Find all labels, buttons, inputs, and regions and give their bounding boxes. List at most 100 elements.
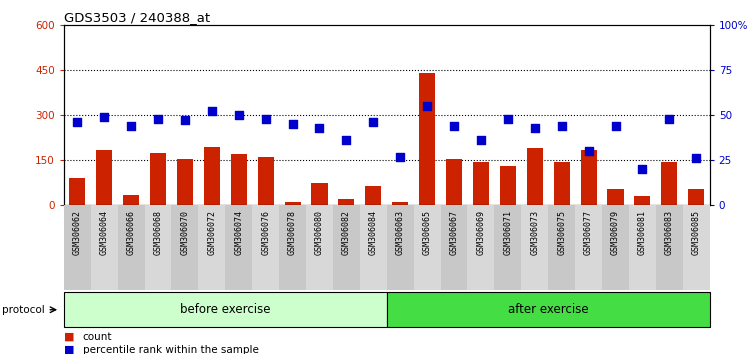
Point (287, 121, 299, 127)
Point (529, 125, 541, 131)
Text: GSM306079: GSM306079 (611, 210, 620, 255)
Bar (553, 162, 570, 205)
Point (179, 118, 191, 123)
Bar (441, 205, 467, 290)
Bar (392, 202, 409, 205)
Bar (333, 205, 360, 290)
Text: GSM306066: GSM306066 (127, 210, 136, 255)
Bar (635, 196, 650, 205)
Bar (150, 153, 166, 205)
Bar (608, 189, 623, 205)
Text: GSM306069: GSM306069 (476, 210, 485, 255)
Point (98, 114, 110, 120)
Text: after exercise: after exercise (508, 303, 589, 316)
Bar (467, 205, 494, 290)
Text: GSM306076: GSM306076 (261, 210, 270, 255)
Text: GSM306072: GSM306072 (207, 210, 216, 255)
Point (421, 103, 433, 109)
Point (206, 109, 218, 114)
Bar (387, 292, 710, 327)
Point (690, 155, 702, 161)
Bar (419, 73, 436, 205)
Bar (365, 186, 382, 205)
Point (394, 154, 406, 159)
Bar (91, 205, 118, 290)
Bar (521, 205, 548, 290)
Bar (683, 205, 710, 290)
Bar (64, 292, 387, 327)
Point (125, 123, 137, 129)
Point (367, 119, 379, 125)
Bar (64, 205, 91, 290)
Text: GSM306062: GSM306062 (73, 210, 82, 255)
Text: before exercise: before exercise (180, 303, 270, 316)
Point (448, 123, 460, 129)
Point (260, 116, 272, 121)
Point (663, 116, 675, 121)
Point (610, 123, 622, 129)
Text: GSM306067: GSM306067 (450, 210, 459, 255)
Point (340, 137, 352, 143)
Text: GSM306081: GSM306081 (638, 210, 647, 255)
Text: GSM306080: GSM306080 (315, 210, 324, 255)
Bar (360, 205, 387, 290)
Bar (473, 162, 489, 205)
Text: GSM306064: GSM306064 (100, 210, 109, 255)
Text: percentile rank within the sample: percentile rank within the sample (83, 345, 258, 354)
Text: ■: ■ (64, 345, 74, 354)
Bar (688, 189, 704, 205)
Bar (177, 159, 193, 205)
Text: GSM306073: GSM306073 (530, 210, 539, 255)
Bar (123, 195, 139, 205)
Point (636, 166, 648, 172)
Text: count: count (83, 332, 112, 342)
Bar (204, 147, 220, 205)
Bar (96, 150, 113, 205)
Text: protocol: protocol (2, 305, 44, 315)
Text: GSM306063: GSM306063 (396, 210, 405, 255)
Point (313, 125, 325, 131)
Bar (602, 205, 629, 290)
Point (233, 112, 245, 118)
Bar (69, 178, 86, 205)
Point (71, 119, 83, 125)
Bar (414, 205, 441, 290)
Text: GSM306077: GSM306077 (584, 210, 593, 255)
Bar (575, 205, 602, 290)
Text: GSM306078: GSM306078 (288, 210, 297, 255)
Text: GDS3503 / 240388_at: GDS3503 / 240388_at (64, 11, 210, 24)
Text: GSM306075: GSM306075 (557, 210, 566, 255)
Bar (312, 183, 327, 205)
Bar (581, 150, 596, 205)
Text: GSM306083: GSM306083 (665, 210, 674, 255)
Bar (231, 154, 247, 205)
Bar (144, 205, 171, 290)
Point (502, 116, 514, 121)
Text: GSM306071: GSM306071 (503, 210, 512, 255)
Bar (548, 205, 575, 290)
Bar (446, 159, 462, 205)
Bar (338, 199, 354, 205)
Bar (387, 205, 414, 290)
Bar (500, 166, 516, 205)
Bar (526, 148, 543, 205)
Bar (252, 205, 279, 290)
Bar (279, 205, 306, 290)
Text: ■: ■ (64, 332, 74, 342)
Text: GSM306068: GSM306068 (153, 210, 162, 255)
Bar (662, 162, 677, 205)
Bar (171, 205, 198, 290)
Text: GSM306065: GSM306065 (423, 210, 432, 255)
Bar (198, 205, 225, 290)
Text: GSM306082: GSM306082 (342, 210, 351, 255)
Text: GSM306070: GSM306070 (180, 210, 189, 255)
Text: GSM306085: GSM306085 (692, 210, 701, 255)
Bar (225, 205, 252, 290)
Bar (118, 205, 144, 290)
Point (583, 148, 595, 154)
Bar (285, 202, 300, 205)
Bar (629, 205, 656, 290)
Text: GSM306074: GSM306074 (234, 210, 243, 255)
Point (475, 137, 487, 143)
Bar (258, 157, 273, 205)
